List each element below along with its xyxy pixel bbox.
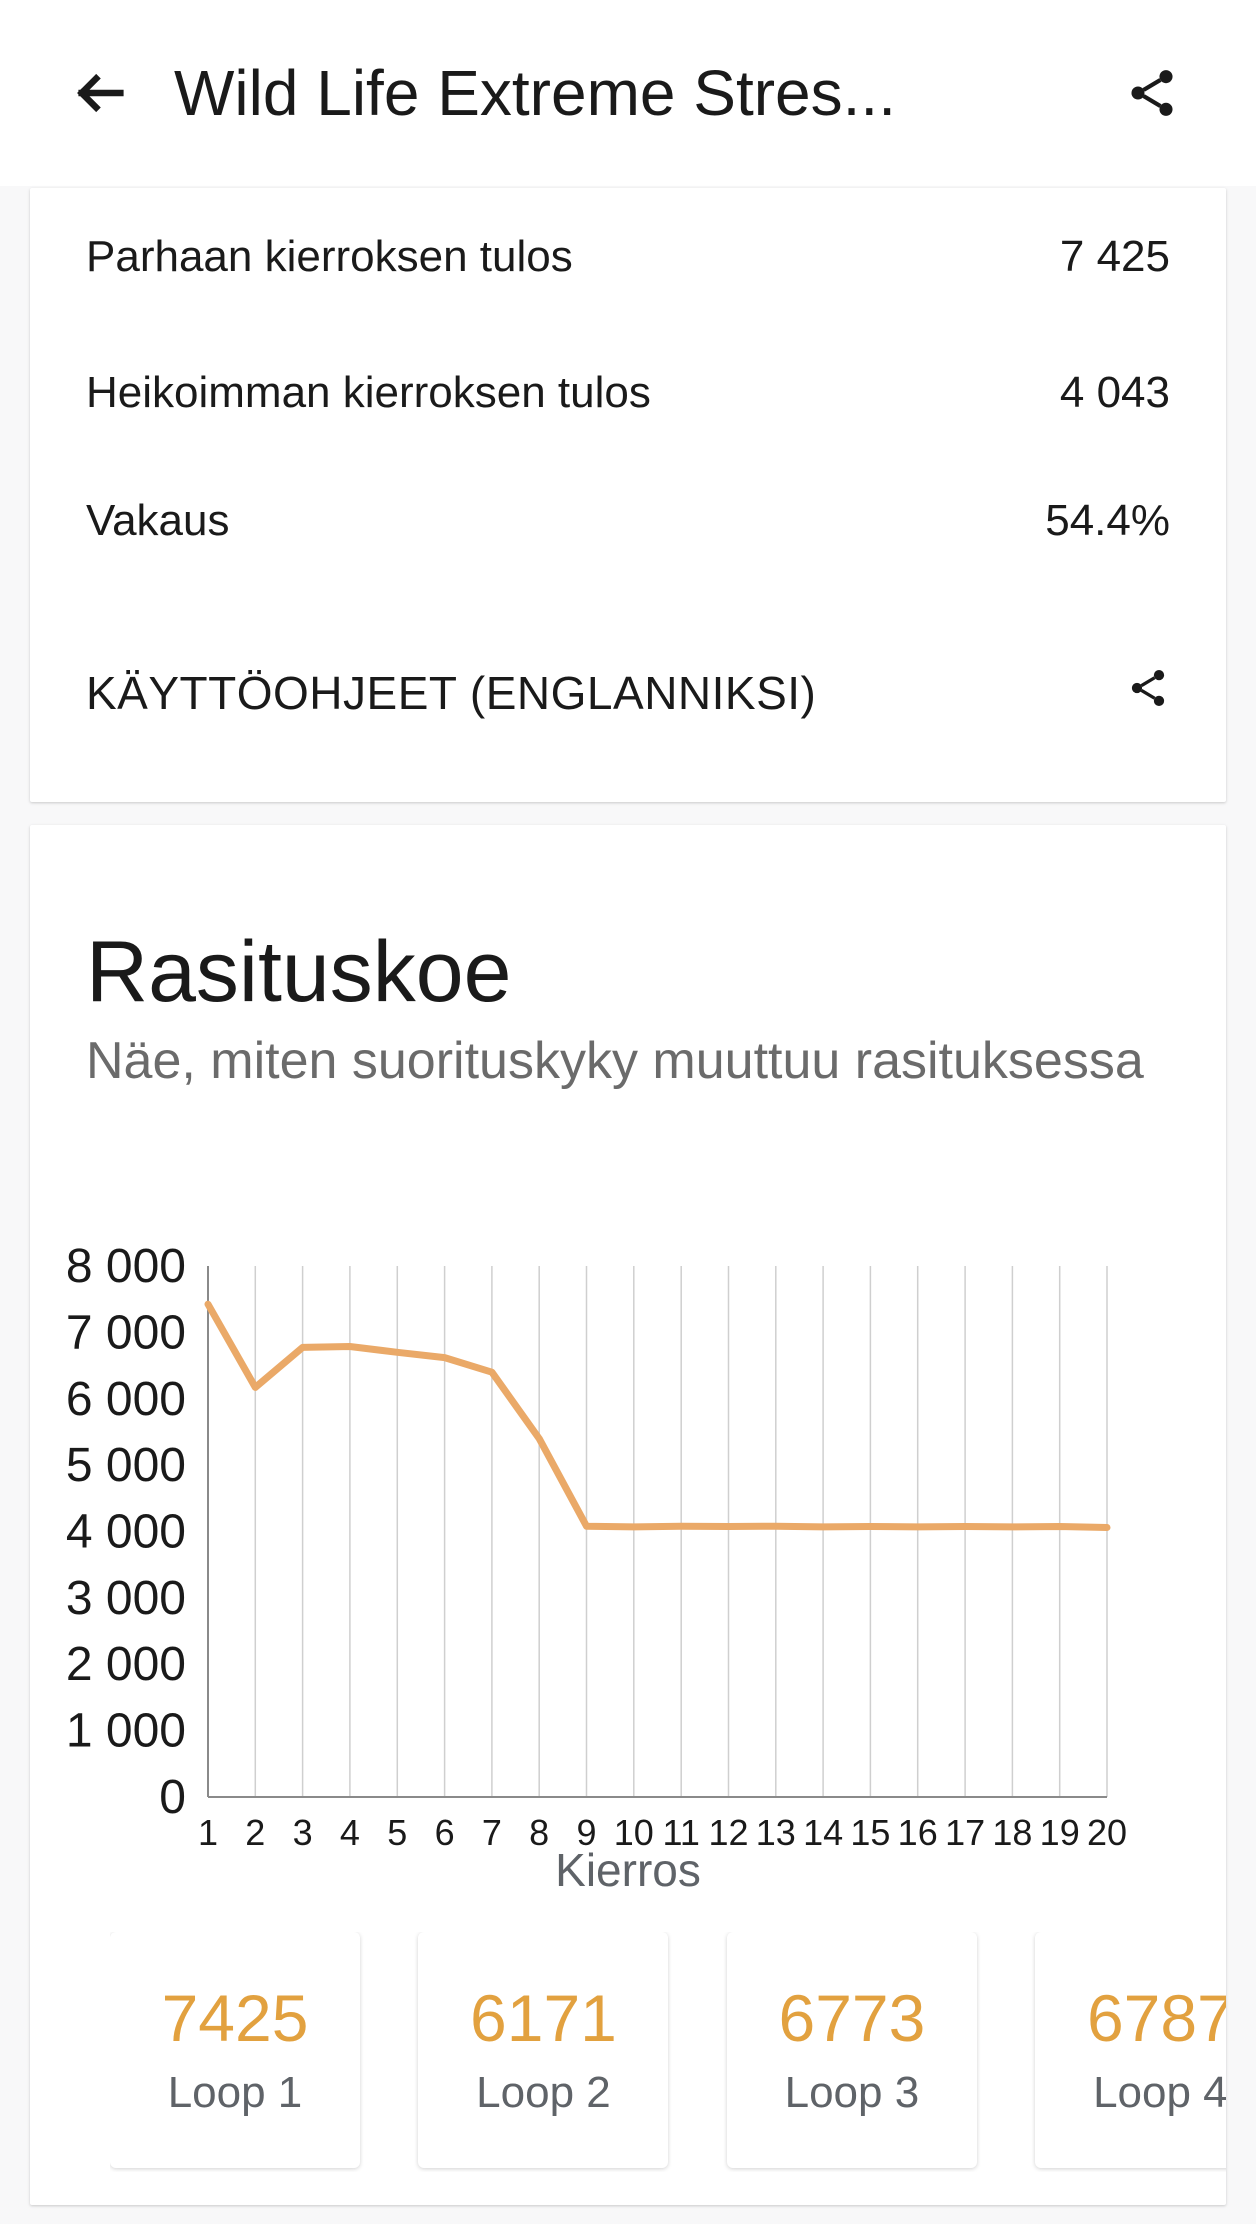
svg-text:5 000: 5 000 bbox=[66, 1439, 186, 1492]
svg-text:4 000: 4 000 bbox=[66, 1506, 186, 1559]
svg-text:2 000: 2 000 bbox=[66, 1638, 186, 1691]
svg-text:0: 0 bbox=[159, 1771, 186, 1824]
svg-text:3 000: 3 000 bbox=[66, 1572, 186, 1625]
svg-text:7 000: 7 000 bbox=[66, 1306, 186, 1359]
svg-text:8 000: 8 000 bbox=[66, 1240, 186, 1293]
svg-text:6 000: 6 000 bbox=[66, 1373, 186, 1426]
svg-text:1 000: 1 000 bbox=[66, 1705, 186, 1758]
